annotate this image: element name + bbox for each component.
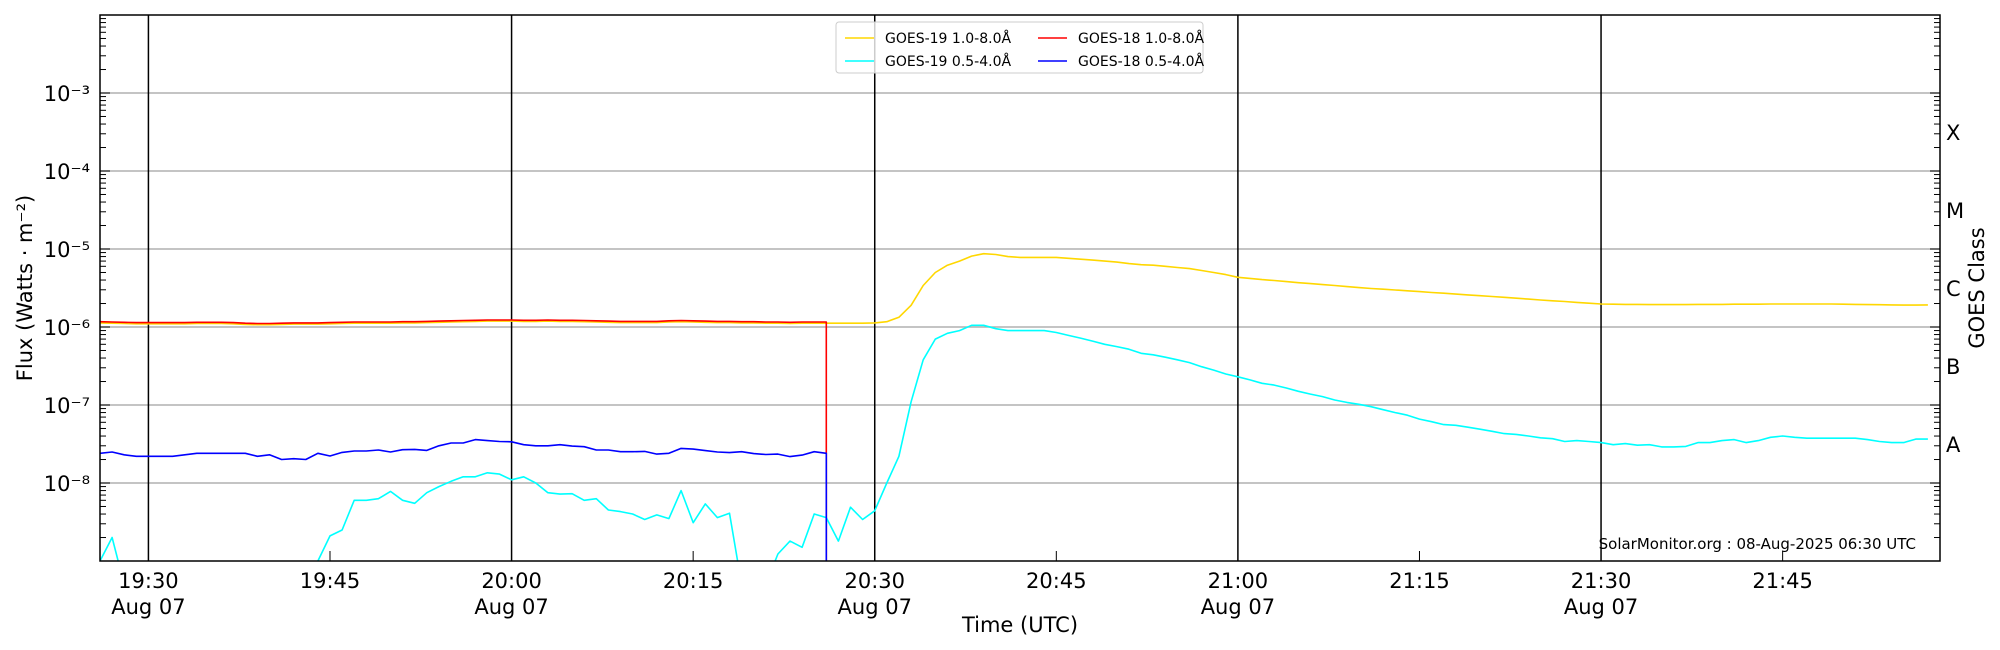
series-lines xyxy=(100,252,1928,561)
x-tick-label: 21:45 xyxy=(1752,569,1813,593)
legend-label: GOES-19 1.0-8.0Å xyxy=(885,30,1011,47)
x-tick-label: 20:00 xyxy=(481,569,542,593)
x-tick-label: 21:00 xyxy=(1208,569,1269,593)
x-tick-date-label: Aug 07 xyxy=(838,595,912,619)
gridlines xyxy=(100,92,1940,484)
y-tick-label: 10⁻³ xyxy=(44,82,90,106)
x-tick-label: 20:45 xyxy=(1026,569,1087,593)
legend-label: GOES-18 0.5-4.0Å xyxy=(1078,53,1204,70)
goes-class-label: X xyxy=(1946,121,1960,145)
x-tick-date-label: Aug 07 xyxy=(1564,595,1638,619)
legend: GOES-19 1.0-8.0Å GOES-19 0.5-4.0Å GOES-18 … xyxy=(835,21,1204,74)
x-tick-label: 19:45 xyxy=(300,569,361,593)
goes-class-label: B xyxy=(1946,355,1960,379)
x-tick-label: 21:15 xyxy=(1389,569,1450,593)
half-hour-lines xyxy=(147,15,1602,561)
legend-box xyxy=(835,21,1204,74)
solarmonitor-annotation: SolarMonitor.org : 08-Aug-2025 06:30 UTC xyxy=(1599,535,1916,553)
x-tick-label: 20:15 xyxy=(663,569,724,593)
series-line-0 xyxy=(100,252,1928,326)
legend-label: GOES-18 1.0-8.0Å xyxy=(1078,30,1204,47)
series-line-3 xyxy=(100,438,828,561)
series-line-2 xyxy=(100,324,1928,561)
plot-frame xyxy=(99,14,1941,562)
x-tick-label: 21:30 xyxy=(1571,569,1632,593)
goes-class-label: M xyxy=(1946,199,1964,223)
goes-class-label: A xyxy=(1946,433,1961,457)
x-tick-label: 19:30 xyxy=(118,569,179,593)
axis-ticks xyxy=(100,18,1940,562)
y-tick-label: 10⁻⁴ xyxy=(44,160,90,184)
x-tick-date-label: Aug 07 xyxy=(111,595,185,619)
series-line-1 xyxy=(100,319,828,561)
x-tick-label: 20:30 xyxy=(844,569,905,593)
y-axis-right-title: GOES Class xyxy=(1965,227,1989,348)
y-tick-label: 10⁻⁶ xyxy=(44,316,90,340)
y-tick-label: 10⁻⁷ xyxy=(44,394,90,418)
y-tick-label: 10⁻⁵ xyxy=(44,238,90,262)
x-axis-title: Time (UTC) xyxy=(961,613,1078,637)
x-tick-date-label: Aug 07 xyxy=(1201,595,1275,619)
y-tick-label: 10⁻⁸ xyxy=(44,472,90,496)
goes-class-label: C xyxy=(1946,277,1961,301)
y-axis-title: Flux (Watts · m⁻²) xyxy=(13,195,37,381)
x-tick-date-label: Aug 07 xyxy=(474,595,548,619)
legend-label: GOES-19 0.5-4.0Å xyxy=(885,53,1011,70)
